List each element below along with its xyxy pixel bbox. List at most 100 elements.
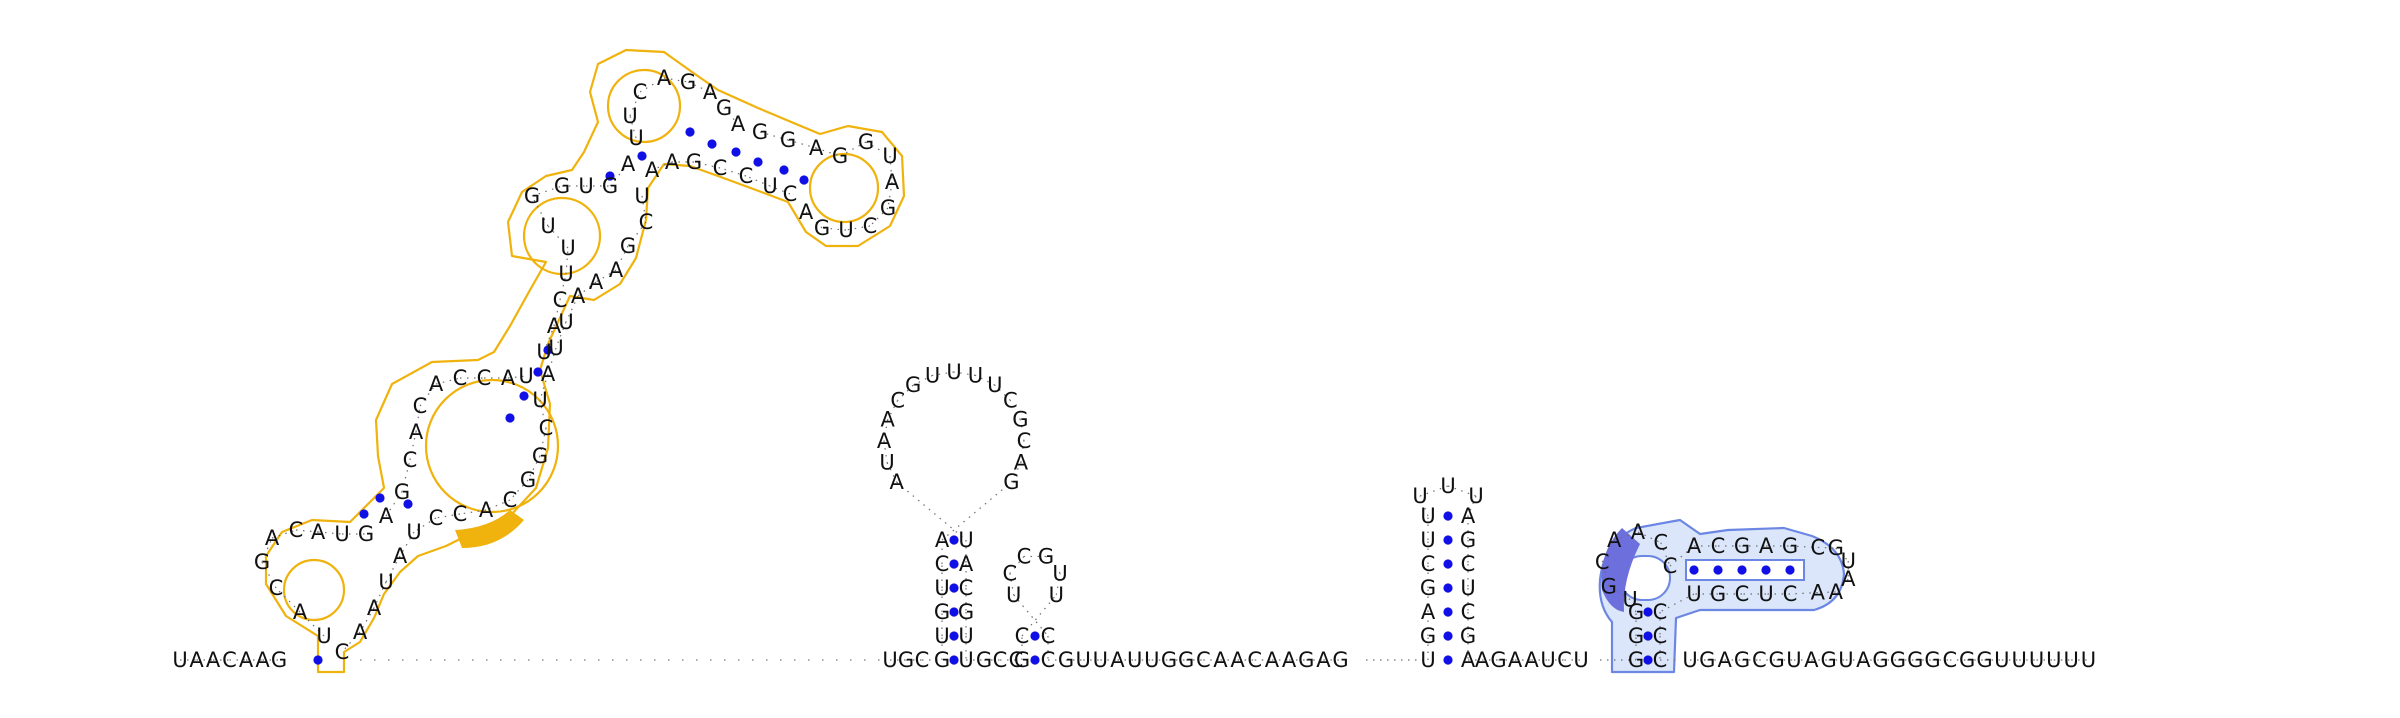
backbone-segment bbox=[373, 581, 387, 609]
nucleotide-C: C bbox=[1783, 582, 1798, 606]
nucleotide-G: G bbox=[1460, 528, 1476, 552]
base-pair-dot bbox=[1643, 607, 1653, 617]
base-pair-dot bbox=[1030, 631, 1040, 641]
orange-loop-ring bbox=[606, 68, 682, 144]
nucleotide-U: U bbox=[1460, 576, 1475, 600]
nucleotide-A: A bbox=[265, 526, 280, 550]
base-pair-dot bbox=[505, 413, 515, 423]
nucleotide-C: C bbox=[453, 502, 468, 526]
base-pair-dot bbox=[1443, 655, 1453, 665]
nucleotide-U: U bbox=[634, 184, 649, 208]
base-pair-dot bbox=[731, 147, 741, 157]
nucleotide-A: A bbox=[1213, 648, 1228, 672]
nucleotide-A: A bbox=[541, 362, 556, 386]
nucleotide-U: U bbox=[548, 336, 563, 360]
blue-domain-highlight bbox=[1598, 518, 1846, 674]
nucleotide-C: C bbox=[453, 366, 468, 390]
nucleotide-A: A bbox=[621, 152, 636, 176]
nucleotide-A: A bbox=[293, 600, 308, 624]
base-pair-dot bbox=[1443, 559, 1453, 569]
nucleotide-G: G bbox=[1490, 648, 1506, 672]
nucleotide-G: G bbox=[686, 150, 702, 174]
backbone-segment bbox=[565, 247, 569, 275]
nucleotide-G: G bbox=[1628, 600, 1644, 624]
nucleotide-U: U bbox=[958, 624, 973, 648]
nucleotide-C: C bbox=[959, 576, 974, 600]
nucleotide-C: C bbox=[1017, 429, 1032, 453]
backbone-segment bbox=[527, 455, 541, 481]
nucleotide-A: A bbox=[353, 620, 368, 644]
nucleotide-G: G bbox=[358, 522, 374, 546]
nucleotide-A: A bbox=[1461, 648, 1476, 672]
nucleotide-G: G bbox=[1924, 648, 1940, 672]
base-pair-dot bbox=[949, 655, 959, 665]
backbone-segment bbox=[485, 499, 511, 511]
base-pair-dot bbox=[519, 391, 529, 401]
nucleotide-G: G bbox=[976, 648, 992, 672]
backbone-segment bbox=[385, 555, 401, 583]
nucleotide-A: A bbox=[1524, 648, 1539, 672]
nucleotide-C: C bbox=[1663, 554, 1678, 578]
nucleotide-U: U bbox=[1052, 561, 1067, 585]
base-pair-dot bbox=[685, 127, 695, 137]
nucleotide-G: G bbox=[1003, 470, 1019, 494]
base-pair-dot bbox=[799, 175, 809, 185]
backbone-segment bbox=[615, 245, 629, 271]
nucleotide-U: U bbox=[536, 340, 551, 364]
nucleotide-G: G bbox=[858, 130, 874, 154]
blue-domain-band bbox=[1598, 518, 1846, 674]
nucleotide-G: G bbox=[1734, 648, 1750, 672]
nucleotide-A: A bbox=[571, 284, 586, 308]
base-pair-dot bbox=[949, 559, 959, 569]
backbone-segment bbox=[1447, 485, 1477, 497]
base-pair-dot bbox=[1689, 565, 1699, 575]
nucleotide-C: C bbox=[1041, 624, 1056, 648]
nucleotide-G: G bbox=[1734, 534, 1750, 558]
orange-domain-outline bbox=[264, 48, 906, 674]
nucleotide-C: C bbox=[1003, 388, 1018, 412]
base-pair-dot bbox=[1443, 535, 1453, 545]
orange-multiloop-ring bbox=[424, 378, 560, 514]
backbone-segment bbox=[609, 163, 629, 187]
nucleotide-C: C bbox=[1653, 600, 1668, 624]
base-pair-dot bbox=[753, 157, 763, 167]
backbone-segment bbox=[509, 479, 529, 501]
nucleotide-U: U bbox=[946, 360, 961, 384]
nucleotide-C: C bbox=[935, 552, 950, 576]
base-pair-dot bbox=[1443, 607, 1453, 617]
nucleotide-U: U bbox=[1420, 648, 1435, 672]
nucleotide-C: C bbox=[1711, 534, 1726, 558]
nucleotide-A: A bbox=[809, 136, 824, 160]
nucleotide-A: A bbox=[393, 544, 408, 568]
backbone-segment bbox=[565, 295, 579, 323]
backbone-segment bbox=[385, 491, 403, 517]
nucleotide-C: C bbox=[1015, 624, 1030, 648]
nucleotide-G: G bbox=[880, 196, 896, 220]
nucleotide-U: U bbox=[560, 236, 575, 260]
nucleotide-G: G bbox=[934, 600, 950, 624]
nucleotide-U: U bbox=[628, 126, 643, 150]
nucleotide-G: G bbox=[271, 648, 287, 672]
base-pair-dot bbox=[1785, 565, 1795, 575]
nucleotide-U: U bbox=[882, 648, 897, 672]
nucleotide-A: A bbox=[1631, 520, 1646, 544]
nucleotide-A: A bbox=[429, 372, 444, 396]
nucleotide-G: G bbox=[934, 648, 950, 672]
nucleotide-G: G bbox=[1768, 648, 1784, 672]
nucleotide-A: A bbox=[255, 648, 270, 672]
nucleotide-G: G bbox=[1959, 648, 1975, 672]
nucleotide-A: A bbox=[1717, 648, 1732, 672]
backbone-segment bbox=[896, 481, 967, 541]
nucleotide-U: U bbox=[882, 144, 897, 168]
nucleotide-C: C bbox=[1752, 648, 1767, 672]
nucleotide-A: A bbox=[1687, 534, 1702, 558]
nucleotide-C: C bbox=[1421, 552, 1436, 576]
backbone-segment bbox=[559, 273, 567, 301]
nucleotide-U: U bbox=[1540, 648, 1555, 672]
backbone-segment bbox=[815, 147, 841, 157]
base-pair-dot bbox=[949, 535, 959, 545]
backbone-segment bbox=[507, 375, 527, 379]
nucleotide-C: C bbox=[1003, 561, 1018, 585]
nucleotide-G: G bbox=[780, 128, 796, 152]
